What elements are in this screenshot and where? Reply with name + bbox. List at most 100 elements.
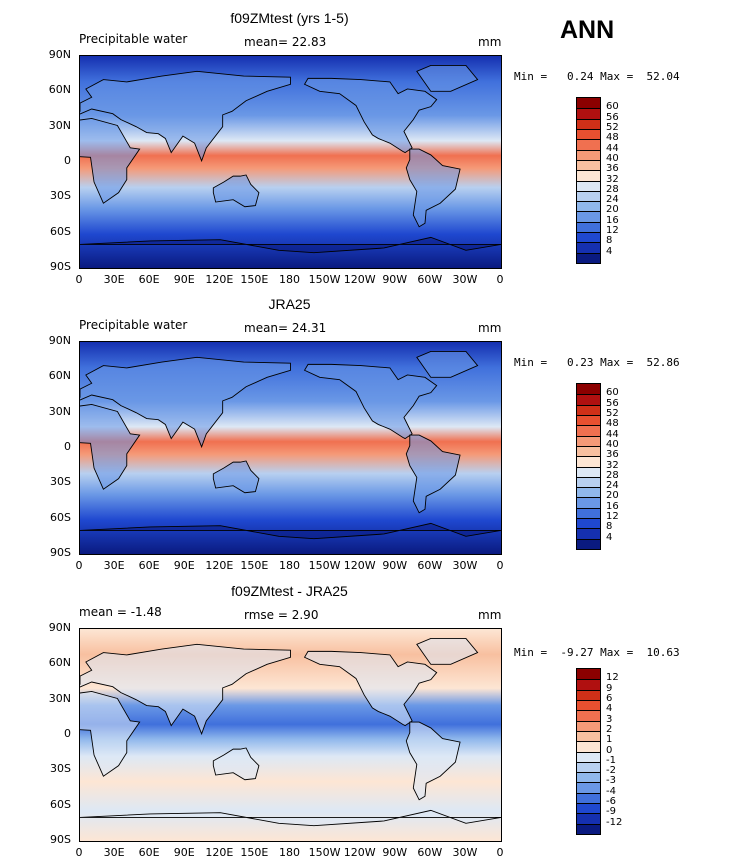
colorbar-box	[577, 201, 600, 212]
colorbar-box	[577, 159, 600, 171]
colorbar-label: -6	[606, 796, 616, 808]
colorbar-label: -4	[606, 785, 616, 797]
map-field	[80, 342, 501, 554]
lon-tick-label: 150W	[308, 559, 341, 572]
colorbar-box	[577, 518, 600, 529]
panel-center-label: mean= 22.83	[244, 35, 327, 49]
colorbar-box	[577, 108, 600, 119]
colorbar-label: 12	[606, 511, 619, 523]
lon-tick-label: 90E	[173, 559, 195, 572]
lon-tick-label: 120E	[205, 559, 234, 572]
coastline	[405, 148, 461, 228]
lat-tick-label: 60S	[50, 510, 71, 524]
colorbar-label: 4	[606, 703, 613, 715]
colorbar-label: -3	[606, 775, 616, 787]
colorbar-label: 6	[606, 692, 613, 704]
lon-tick-label: 60E	[138, 273, 160, 286]
colorbar-box	[577, 751, 600, 762]
map-panel	[79, 55, 502, 269]
colorbar-label: -2	[606, 765, 616, 777]
lon-tick-label: 90W	[382, 846, 408, 859]
coastline	[80, 643, 291, 736]
colorbar-label: 20	[606, 490, 619, 502]
colorbar-box	[577, 538, 600, 549]
colorbar-box	[577, 803, 600, 814]
lon-tick-label: 90E	[173, 273, 195, 286]
colorbar-label: 28	[606, 183, 619, 195]
lat-tick-label: 60N	[48, 83, 71, 97]
lon-tick-label: 0	[496, 846, 504, 859]
lon-tick-label: 180	[279, 846, 300, 859]
lon-tick-label: 120W	[343, 559, 376, 572]
colorbar-label: 4	[606, 531, 613, 543]
map-panel	[79, 628, 502, 842]
colorbar-boxes	[576, 97, 601, 264]
colorbar-box	[577, 128, 600, 140]
colorbar-label: 20	[606, 204, 619, 216]
colorbar-box	[577, 252, 600, 263]
lon-tick-label: 90W	[382, 273, 408, 286]
colorbar-label: 44	[606, 142, 619, 154]
panel-title: JRA25	[268, 296, 311, 312]
lon-tick-label: 0	[496, 559, 504, 572]
lat-tick-label: 60N	[48, 369, 71, 383]
lon-tick-label: 0	[75, 846, 83, 859]
colorbar-label: 52	[606, 407, 619, 419]
coastline	[303, 650, 438, 727]
colorbar-box	[577, 689, 600, 700]
lon-tick-label: 120W	[343, 273, 376, 286]
lat-tick-label: 30N	[48, 404, 71, 418]
lon-tick-label: 60E	[138, 846, 160, 859]
min-max-label: Min = 0.23 Max = 52.86	[514, 356, 680, 369]
colorbar-box	[577, 710, 600, 721]
colorbar-label: -1	[606, 754, 616, 766]
lat-tick-label: 30S	[50, 475, 71, 489]
colorbar-label: 1	[606, 734, 613, 746]
colorbar-box	[577, 170, 600, 181]
lat-tick-label: 0	[64, 440, 71, 453]
lon-tick-label: 90E	[173, 846, 195, 859]
colorbar-box	[577, 669, 600, 680]
colorbar-label: 3	[606, 713, 613, 725]
colorbar-box	[577, 232, 600, 243]
lat-tick-label: 60S	[50, 797, 71, 811]
colorbar-label: 24	[606, 194, 619, 206]
colorbar-label: 0	[606, 744, 613, 756]
colorbar-box	[577, 782, 600, 793]
colorbar-label: 28	[606, 469, 619, 481]
colorbar-label: 9	[606, 682, 613, 694]
colorbar-label: 36	[606, 163, 619, 175]
coastline	[303, 77, 438, 154]
colorbar-label: 60	[606, 101, 619, 113]
lon-tick-label: 30E	[103, 559, 125, 572]
lon-tick-label: 150E	[240, 846, 269, 859]
panel-title: f09ZMtest (yrs 1-5)	[230, 10, 349, 26]
lon-tick-label: 150E	[240, 273, 269, 286]
lon-tick-label: 120E	[205, 273, 234, 286]
colorbar-box	[577, 792, 600, 804]
colorbar-box	[577, 699, 600, 711]
coastline	[416, 64, 479, 92]
colorbar-box	[577, 98, 600, 109]
colorbar-label: 8	[606, 521, 613, 533]
colorbar-box	[577, 190, 600, 202]
lon-tick-label: 30W	[452, 846, 478, 859]
lon-tick-label: 120W	[343, 846, 376, 859]
lon-tick-label: 0	[496, 273, 504, 286]
colorbar-label: 12	[606, 225, 619, 237]
colorbar-box	[577, 384, 600, 395]
colorbar-label: 32	[606, 459, 619, 471]
colorbar-label: 8	[606, 235, 613, 247]
colorbar-label: 40	[606, 438, 619, 450]
lat-tick-label: 60S	[50, 224, 71, 238]
colorbar-boxes	[576, 668, 601, 835]
coastline	[80, 809, 501, 827]
coastline	[80, 522, 501, 540]
colorbar-box	[577, 497, 600, 508]
panel-left-label: mean = -1.48	[79, 605, 162, 619]
lat-tick-label: 30N	[48, 118, 71, 132]
colorbar-box	[577, 823, 600, 834]
panel-units: mm	[478, 321, 502, 335]
coastline	[80, 356, 291, 449]
colorbar-label: 48	[606, 132, 619, 144]
